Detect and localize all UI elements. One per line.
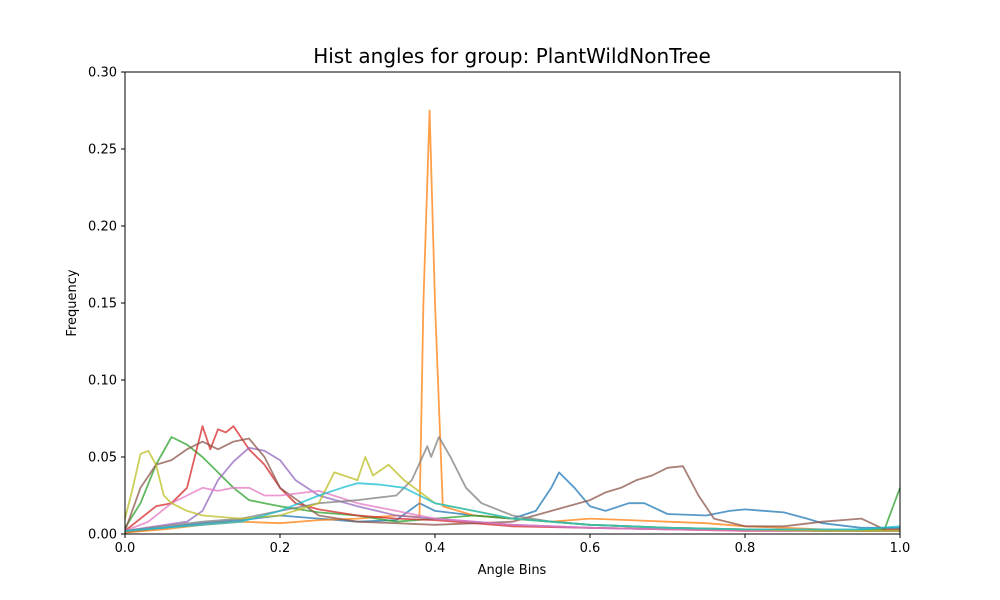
series-line-7: [124, 436, 900, 532]
y-axis-label: Frequency: [65, 269, 80, 336]
x-tick-label: 0.2: [270, 541, 291, 556]
series-line-0: [124, 471, 900, 534]
plot-frame: [124, 71, 901, 535]
y-tick-label: 0.10: [88, 374, 117, 389]
y-axis: 0.00 0.05 0.10 0.15 0.20 0.25 0.30: [88, 66, 125, 543]
x-axis: 0.0 0.2 0.4 0.6 0.8 1.0: [115, 534, 911, 556]
series-line-2: [124, 436, 901, 532]
y-tick-label: 0.05: [88, 451, 117, 466]
series-line-5: [124, 437, 900, 532]
x-tick-label: 0.4: [425, 541, 446, 556]
series-line-9: [124, 482, 901, 532]
y-tick-label: 0.00: [88, 528, 117, 543]
x-tick-label: 0.0: [115, 541, 136, 556]
y-tick-label: 0.20: [88, 220, 117, 235]
x-axis-label: Angle Bins: [478, 563, 547, 578]
y-tick-label: 0.30: [88, 66, 117, 81]
chart-title: Hist angles for group: PlantWildNonTree: [313, 44, 711, 68]
series-line-6: [124, 486, 900, 532]
y-tick-label: 0.25: [88, 143, 117, 158]
x-tick-label: 1.0: [890, 541, 911, 556]
x-tick-label: 0.8: [735, 541, 756, 556]
y-tick-label: 0.15: [88, 297, 117, 312]
plot-lines: [124, 109, 901, 534]
x-tick-label: 0.6: [580, 541, 601, 556]
series-line-1: [124, 109, 901, 534]
